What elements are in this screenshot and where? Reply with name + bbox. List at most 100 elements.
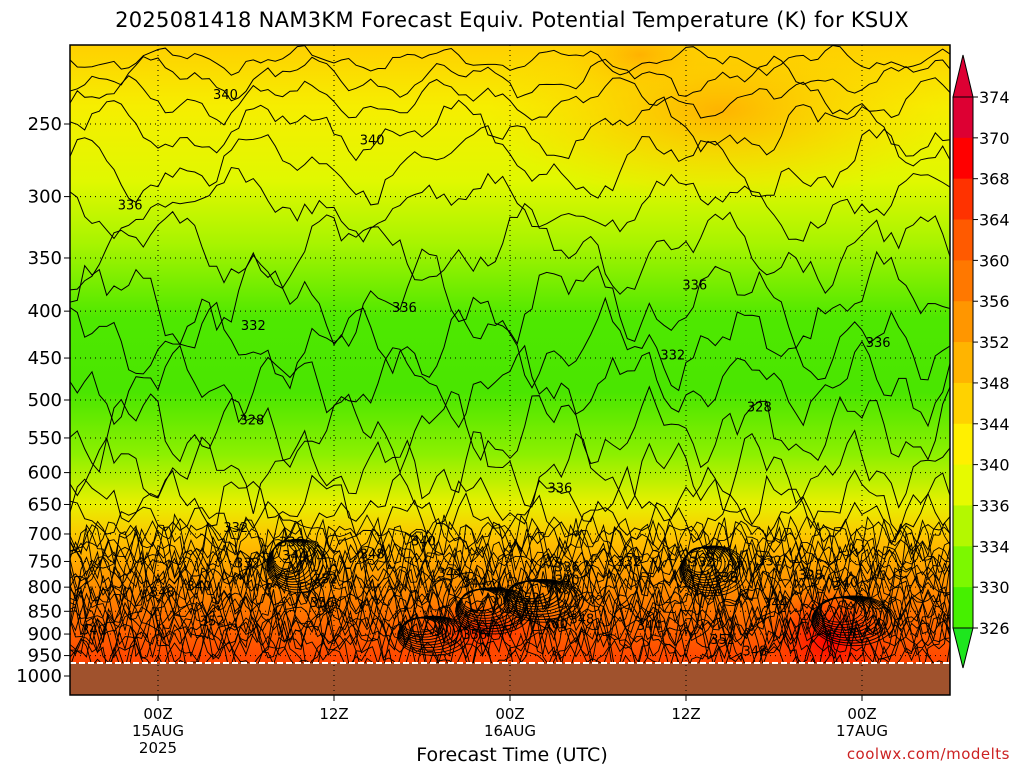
contour-label: 332 [690,555,715,570]
contour-label: 348 [150,586,175,601]
contour-line [70,385,950,474]
colorbar-segment [953,587,973,629]
contour-label: 340 [833,576,858,591]
colorbar-label: 356 [979,292,1010,311]
x-tick-label: 12Z [319,705,348,723]
y-tick-label: 550 [28,428,62,449]
x-axis-title: Forecast Time (UTC) [416,744,608,766]
contour-label: 344 [462,576,487,591]
x-tick-label: 16AUG [484,722,536,740]
contour-label: 360 [543,617,568,632]
colorbar-top-arrow [952,54,974,98]
colorbar-segment [953,505,973,547]
contour-labels: 3403403363363363363323323283283363323363… [81,88,890,680]
contour-line [70,588,950,636]
y-tick-label: 500 [28,390,62,411]
contour-line [70,96,950,162]
colorbar-segment [953,219,973,261]
credit-link[interactable]: coolwx.com/modelts [846,745,1010,763]
contour-label: 352 [710,633,735,648]
contour-label: 352 [313,573,338,588]
contour-label: 336 [279,535,304,550]
contour-line [70,560,950,644]
contour-label: 340 [213,88,238,103]
contour-label: 336 [682,278,707,293]
ground-surface [70,663,950,695]
contour-label: 340 [555,574,580,589]
colorbar-label: 344 [979,415,1010,434]
contour-label: 336 [713,571,738,586]
x-tick-label: 00Z [143,705,172,723]
contour-label: 336 [555,561,580,576]
contour-line [70,514,950,555]
contour-label: 336 [547,482,572,497]
contour-line [70,340,950,429]
contour-label: 344 [282,549,307,564]
colorbar-label: 370 [979,129,1010,148]
colorbar-bottom-arrow [952,627,974,669]
colorbar: 326 330 334 336 340 344 348 352 356 360 364 368 370 3… [952,54,1010,669]
y-tick-label: 1000 [16,666,62,687]
colorbar-label: 330 [979,578,1010,597]
y-tick-label: 900 [28,624,62,645]
contour-label: 340 [187,580,212,595]
contour-label: 332 [241,319,266,334]
x-tick-label: 00Z [847,705,876,723]
y-tick-label: 350 [28,248,62,269]
contour-line [70,514,950,564]
contour-label: 332 [235,557,260,572]
y-tick-label: 750 [28,551,62,572]
x-tick-label: 2025 [139,739,177,757]
colorbar-label: 348 [979,374,1010,393]
y-tick-label: 800 [28,577,62,598]
colorbar-label: 368 [979,170,1010,189]
colorbar-segment [953,546,973,588]
contour-label: 332 [223,521,248,536]
y-tick-label: 700 [28,524,62,545]
contour-line [503,579,584,623]
colorbar-segment [953,382,973,425]
contour-label: 344 [437,566,462,581]
contour-label: 340 [81,624,106,639]
contour-label: 336 [866,336,891,351]
contour-label: 328 [239,413,264,428]
y-tick-label: 250 [28,114,62,135]
colorbar-segment [953,423,973,466]
colorbar-label: 326 [979,619,1010,638]
contour-label: 332 [616,555,641,570]
contour-line [70,465,950,535]
y-tick-label: 950 [28,646,62,667]
colorbar-segment [953,301,973,343]
x-tick-label: 15AUG [132,722,184,740]
y-tick-label: 600 [28,463,62,484]
y-tick-label: 400 [28,301,62,322]
contour-label: 348 [569,613,594,628]
colorbar-segment [953,260,973,302]
colorbar-segment [953,97,973,139]
contour-line [811,595,896,647]
contour-label: 352 [515,591,540,606]
contour-line [70,492,950,546]
contour-line [70,429,950,514]
colorbar-label: 352 [979,333,1010,352]
colorbar-label: 340 [979,456,1010,475]
colorbar-segment [953,178,973,221]
contour-label: 356 [462,628,487,643]
contour-label: 328 [798,569,823,584]
contour-line [70,586,950,647]
contour-label: 356 [310,596,335,611]
y-tick-label: 850 [28,601,62,622]
y-tick-label: 450 [28,348,62,369]
colorbar-frame [952,96,974,629]
contour-label: 352 [200,615,225,630]
contour-line [70,125,950,206]
contour-label: 348 [743,645,768,660]
chart-title: 2025081418 NAM3KM Forecast Equiv. Potent… [115,8,909,32]
contour-label: 340 [411,535,436,550]
contour-line [70,296,950,392]
contour-label: 336 [118,198,143,213]
contour-line [70,166,950,243]
contour-label: 340 [360,134,385,149]
colorbar-segment [953,342,973,384]
